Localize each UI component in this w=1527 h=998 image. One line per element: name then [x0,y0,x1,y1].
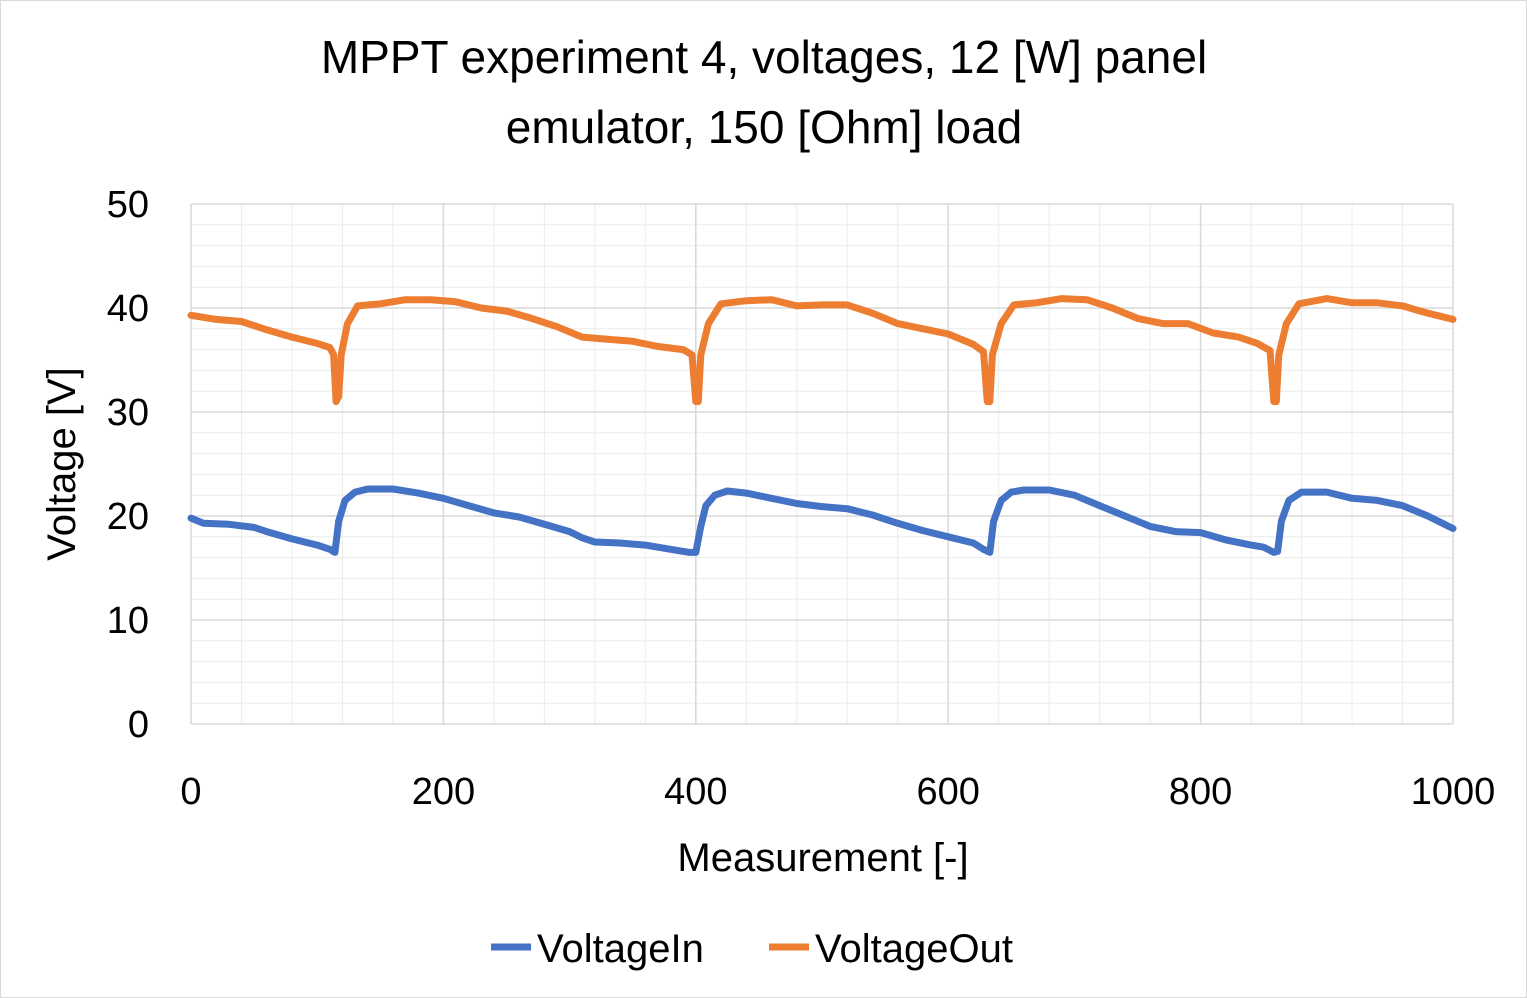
series-line-voltage-in [187,485,1457,556]
y-tick-label: 40 [107,288,149,330]
legend: VoltageIn VoltageOut [491,927,1013,971]
minor-gridlines [191,204,1453,724]
y-axis-ticks: 0 10 20 30 40 50 [107,184,149,746]
y-tick-label: 20 [107,496,149,538]
major-gridlines [190,203,1454,725]
y-tick-label: 30 [107,392,149,434]
legend-label-voltage-in: VoltageIn [537,927,704,971]
x-tick-label: 600 [916,771,979,813]
x-tick-label: 1000 [1411,771,1496,813]
y-axis-label: Voltage [V] [40,367,84,560]
chart-title-line-2: emulator, 150 [Ohm] load [506,101,1023,153]
y-tick-label: 50 [107,184,149,226]
x-axis-ticks: 0 200 400 600 800 1000 [180,771,1495,813]
x-tick-label: 400 [664,771,727,813]
chart-title-line-1: MPPT experiment 4, voltages, 12 [W] pane… [321,31,1207,83]
x-tick-label: 800 [1169,771,1232,813]
y-tick-label: 0 [128,704,149,746]
x-tick-label: 0 [180,771,201,813]
legend-label-voltage-out: VoltageOut [815,927,1013,971]
y-tick-label: 10 [107,600,149,642]
x-axis-label: Measurement [-] [677,836,968,880]
series-line-voltage-out [187,295,1457,406]
x-tick-label: 200 [412,771,475,813]
